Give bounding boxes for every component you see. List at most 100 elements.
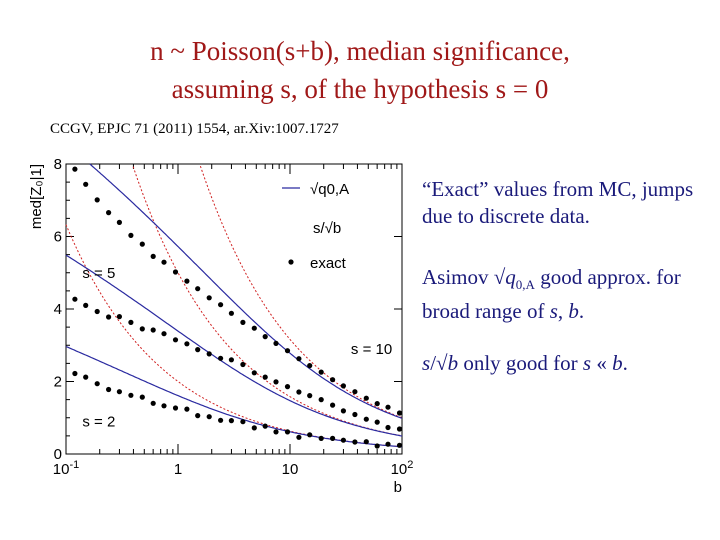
exact-point (218, 417, 224, 423)
exact-point (83, 181, 89, 187)
note-s-over-sqrt-b: s/√b only good for s « b. (422, 351, 628, 375)
exact-point (284, 348, 291, 354)
legend-exact-marker (288, 259, 294, 265)
exact-point (72, 370, 78, 377)
exact-point (172, 337, 179, 343)
legend-asimov-label: √q0,A (310, 181, 349, 198)
exact-point (396, 442, 403, 448)
exact-point (251, 370, 257, 376)
exact-point (385, 424, 391, 431)
title-line-2: assuming s, of the hypothesis s = 0 (171, 74, 549, 104)
asimov-curve (65, 254, 403, 437)
curve-label: s = 5 (82, 265, 115, 282)
asimov-curve (89, 163, 403, 419)
exact-point (150, 253, 156, 259)
exact-point (161, 403, 167, 409)
curve-label: s = 2 (82, 413, 115, 430)
exact-point (195, 286, 201, 292)
curve-label: s = 10 (351, 341, 392, 358)
exact-point (262, 374, 268, 380)
exact-point (228, 357, 234, 363)
exact-point (206, 295, 212, 301)
legend-exact-label: exact (310, 255, 347, 272)
exact-point (83, 302, 89, 308)
exact-point (374, 401, 380, 407)
s-over-sqrt-b-curve (65, 224, 403, 448)
s-over-sqrt-b-curve (199, 165, 403, 419)
exact-point (318, 397, 324, 403)
exact-point (307, 432, 313, 438)
x-tick-label: 10 (282, 461, 299, 478)
exact-point (396, 426, 403, 432)
exact-point (139, 326, 145, 332)
exact-point (273, 429, 279, 435)
exact-point (262, 423, 268, 429)
exact-point (195, 347, 201, 353)
exact-point (172, 269, 179, 275)
exact-point (94, 308, 100, 315)
exact-point (240, 319, 246, 325)
y-tick-label: 4 (54, 301, 62, 318)
exact-point (83, 374, 89, 380)
y-tick-label: 6 (54, 229, 62, 246)
exact-point (396, 410, 403, 416)
x-tick-exponent: -1 (69, 459, 79, 471)
exact-point (218, 302, 224, 308)
exact-point (94, 381, 100, 387)
reference: CCGV, EPJC 71 (2011) 1554, ar.Xiv:1007.1… (50, 121, 339, 137)
y-tick-label: 2 (54, 374, 62, 391)
exact-point (352, 389, 358, 395)
exact-point (240, 419, 246, 425)
exact-point (385, 441, 391, 447)
exact-point (106, 314, 112, 320)
exact-point (363, 395, 369, 401)
exact-point (184, 341, 190, 347)
exact-point (106, 210, 112, 216)
exact-point (340, 408, 346, 414)
exact-point (106, 386, 112, 393)
exact-point (184, 406, 190, 412)
exact-point (330, 377, 336, 383)
exact-point (273, 379, 279, 385)
exact-point (284, 384, 291, 390)
exact-point (251, 325, 257, 331)
exact-point (273, 340, 279, 346)
exact-point (296, 434, 302, 440)
exact-point (116, 314, 122, 320)
x-axis-title: b (394, 479, 402, 496)
exact-point (307, 393, 313, 399)
exact-point (218, 355, 224, 361)
exact-point (128, 232, 134, 238)
exact-point (195, 413, 201, 419)
exact-point (296, 389, 302, 395)
y-tick-label: 0 (54, 446, 62, 463)
exact-point (251, 425, 257, 431)
x-tick-label: 10-1 (53, 459, 79, 478)
exact-point (128, 319, 134, 325)
exact-point (340, 383, 346, 389)
exact-point (150, 400, 156, 406)
exact-point (161, 331, 167, 337)
exact-point (363, 416, 369, 422)
exact-point (340, 437, 346, 443)
exact-point (352, 439, 358, 445)
exact-point (296, 356, 302, 362)
exact-point (318, 435, 324, 441)
exact-point (172, 405, 179, 411)
exact-point (116, 389, 122, 395)
x-tick-label: 102 (391, 459, 414, 478)
y-tick-label: 8 (54, 156, 62, 173)
exact-point (94, 197, 100, 203)
exact-point (330, 402, 336, 408)
exact-point (352, 411, 358, 418)
legend-sb-label: s/√b (313, 220, 341, 237)
exact-point (72, 166, 78, 172)
exact-point (284, 429, 291, 435)
exact-point (139, 241, 145, 247)
exact-point (139, 394, 145, 400)
exact-point (228, 418, 234, 424)
exact-point (240, 361, 246, 368)
exact-point (72, 296, 78, 302)
note-asimov: Asimov √q0,A good approx. for broad rang… (422, 265, 681, 324)
